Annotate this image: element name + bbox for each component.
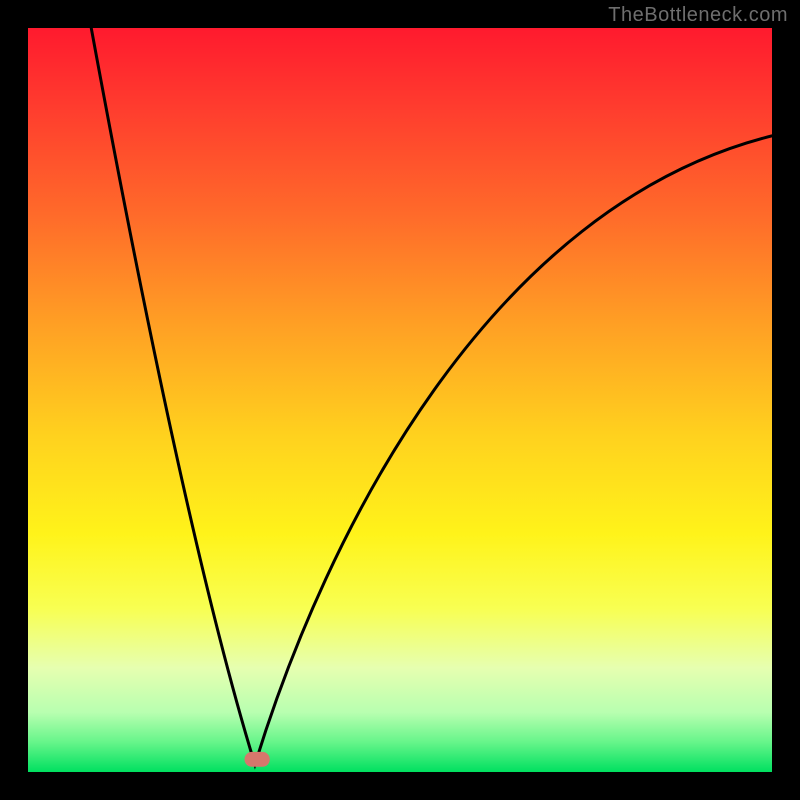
gradient-background [28,28,772,772]
bottleneck-chart [28,28,772,772]
watermark-text: TheBottleneck.com [608,4,788,27]
optimal-marker [245,752,270,767]
chart-frame: TheBottleneck.com [0,0,800,800]
